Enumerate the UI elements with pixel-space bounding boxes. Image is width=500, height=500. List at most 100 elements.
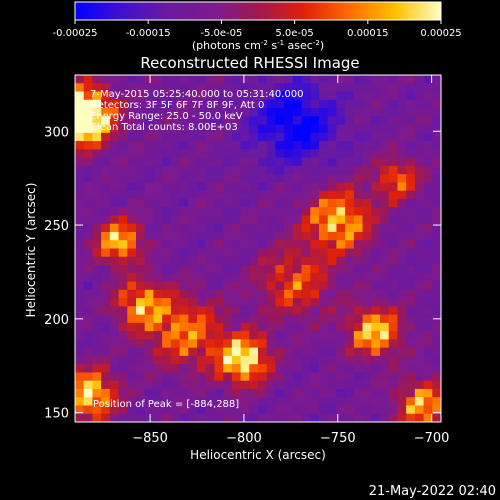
heatmap-cell [414,265,424,274]
heatmap-cell [406,413,416,422]
heatmap-cell [423,298,433,307]
heatmap-cell [284,240,294,249]
heatmap-cell [249,157,259,167]
heatmap-cell [214,314,224,324]
heatmap-cell [205,157,215,167]
heatmap-cell [432,364,441,373]
heatmap-cell [423,165,433,175]
heatmap-cell [310,165,320,175]
heatmap-cell [223,306,233,315]
heatmap-cell [205,240,215,249]
heatmap-cell [83,174,93,183]
heatmap-cell [258,116,268,125]
heatmap-cell [432,165,441,175]
heatmap-cell [414,347,424,357]
heatmap-cell [197,231,207,241]
heatmap-cell [231,331,241,340]
heatmap-cell [275,364,285,373]
heatmap-cell [136,322,146,332]
heatmap-cell [205,298,215,307]
heatmap-cell [92,174,102,183]
heatmap-cell [118,355,128,365]
heatmap-cell [162,331,172,340]
heatmap-cell [101,157,111,167]
heatmap-cell [258,215,268,225]
heatmap-cell [284,157,294,167]
heatmap-cell [170,273,180,282]
heatmap-cell [310,132,320,142]
heatmap-cell [92,141,102,150]
heatmap-cell [432,231,441,241]
heatmap-cell [327,339,337,349]
heatmap-cell [240,132,250,142]
heatmap-cell [362,405,372,415]
heatmap-cell [240,207,250,216]
heatmap-cell [214,108,224,117]
heatmap-cell [118,198,128,208]
heatmap-cell [231,182,241,192]
heatmap-cell [214,413,224,422]
heatmap-cell [214,165,224,175]
heatmap-cell [205,116,215,125]
heatmap-cell [127,116,137,125]
heatmap-cell [118,265,128,274]
heatmap-cell [371,165,381,175]
heatmap-cell [327,273,337,282]
heatmap-cell [397,273,407,282]
heatmap-cell [292,108,302,117]
heatmap-cell [327,347,337,357]
heatmap-cell [345,157,355,167]
heatmap-cell [327,265,337,274]
heatmap-cell [284,83,294,92]
heatmap-cell [127,83,137,92]
heatmap-cell [388,124,398,134]
heatmap-cell [205,347,215,357]
heatmap-cell [353,240,363,249]
heatmap-cell [397,182,407,192]
heatmap-cell [292,405,302,415]
heatmap-cell [223,314,233,324]
heatmap-cell [205,281,215,291]
heatmap-cell [301,207,311,216]
heatmap-cell [83,306,93,315]
heatmap-cell [214,116,224,125]
heatmap-cell [179,265,189,274]
heatmap-cell [380,405,390,415]
heatmap-cell [380,124,390,134]
heatmap-cell [101,322,111,332]
heatmap-cell [353,347,363,357]
heatmap-cell [310,182,320,192]
heatmap-cell [75,298,85,307]
heatmap-cell [319,174,329,183]
heatmap-cell [83,240,93,249]
heatmap-cell [345,91,355,101]
heatmap-cell [214,397,224,406]
heatmap-cell [388,108,398,117]
heatmap-cell [249,91,259,101]
heatmap-cell [231,149,241,159]
colorbar-tick-label: -0.00015 [126,28,171,39]
heatmap-cell [240,141,250,150]
heatmap-cell [249,388,259,398]
heatmap-cell [188,223,198,233]
heatmap-cell [153,83,163,92]
heatmap-cell [153,99,163,109]
heatmap-cell [406,347,416,357]
heatmap-cell [284,314,294,324]
heatmap-cell [197,314,207,324]
heatmap-cell [423,405,433,415]
heatmap-cell [406,306,416,315]
heatmap-cell [388,215,398,225]
heatmap-cell [205,248,215,258]
heatmap-cell [266,372,276,382]
heatmap-cell [153,157,163,167]
heatmap-cell [162,298,172,307]
heatmap-cell [170,240,180,249]
heatmap-cell [240,413,250,422]
heatmap-cell [127,223,137,233]
heatmap-cell [162,132,172,142]
heatmap-cell [197,207,207,216]
heatmap-cell [371,322,381,332]
heatmap-cell [319,124,329,134]
heatmap-cell [292,347,302,357]
